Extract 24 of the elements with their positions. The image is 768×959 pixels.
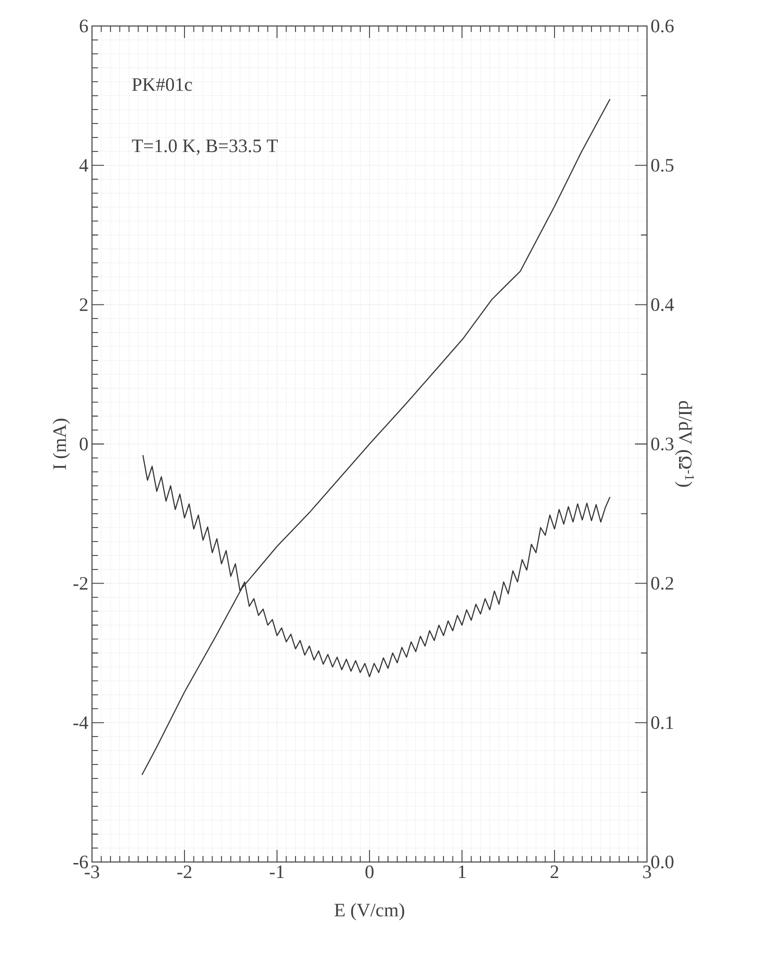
y-tick-label: -2 (73, 577, 88, 590)
y2-tick-label: 0.6 (651, 20, 674, 32)
x-tick-label: -1 (270, 866, 284, 878)
y2-tick-label: 0.1 (651, 716, 674, 730)
y-tick-label: 4 (79, 159, 88, 172)
y2-tick-label: 0.2 (651, 576, 674, 590)
x-tick-label: -2 (177, 866, 192, 878)
y2-tick-label: 0.4 (651, 298, 674, 312)
y-tick-label: -4 (73, 716, 88, 729)
y-tick-label: 6 (80, 20, 88, 32)
x-tick-label: 2 (550, 866, 558, 878)
y2-tick-label: 0.5 (651, 158, 674, 172)
y-axis-title: I (mA) (52, 418, 70, 470)
annotation: T=1.0 K, B=33.5 T (132, 139, 278, 155)
y2-tick-label: 0.3 (651, 438, 674, 450)
x-tick-label: 1 (458, 866, 466, 878)
y2-axis-title: dI/dV (Ω$^{-1}$) (675, 401, 694, 487)
y-tick-label: 2 (80, 298, 88, 311)
y-tick-label: 0 (80, 438, 88, 450)
annotation: PK#01c (132, 78, 192, 91)
y2-tick-label: 0.0 (651, 856, 674, 868)
x-tick-label: 0 (365, 866, 374, 878)
x-tick-label: 3 (643, 866, 651, 878)
x-axis-title: E (V/cm) (334, 903, 404, 920)
